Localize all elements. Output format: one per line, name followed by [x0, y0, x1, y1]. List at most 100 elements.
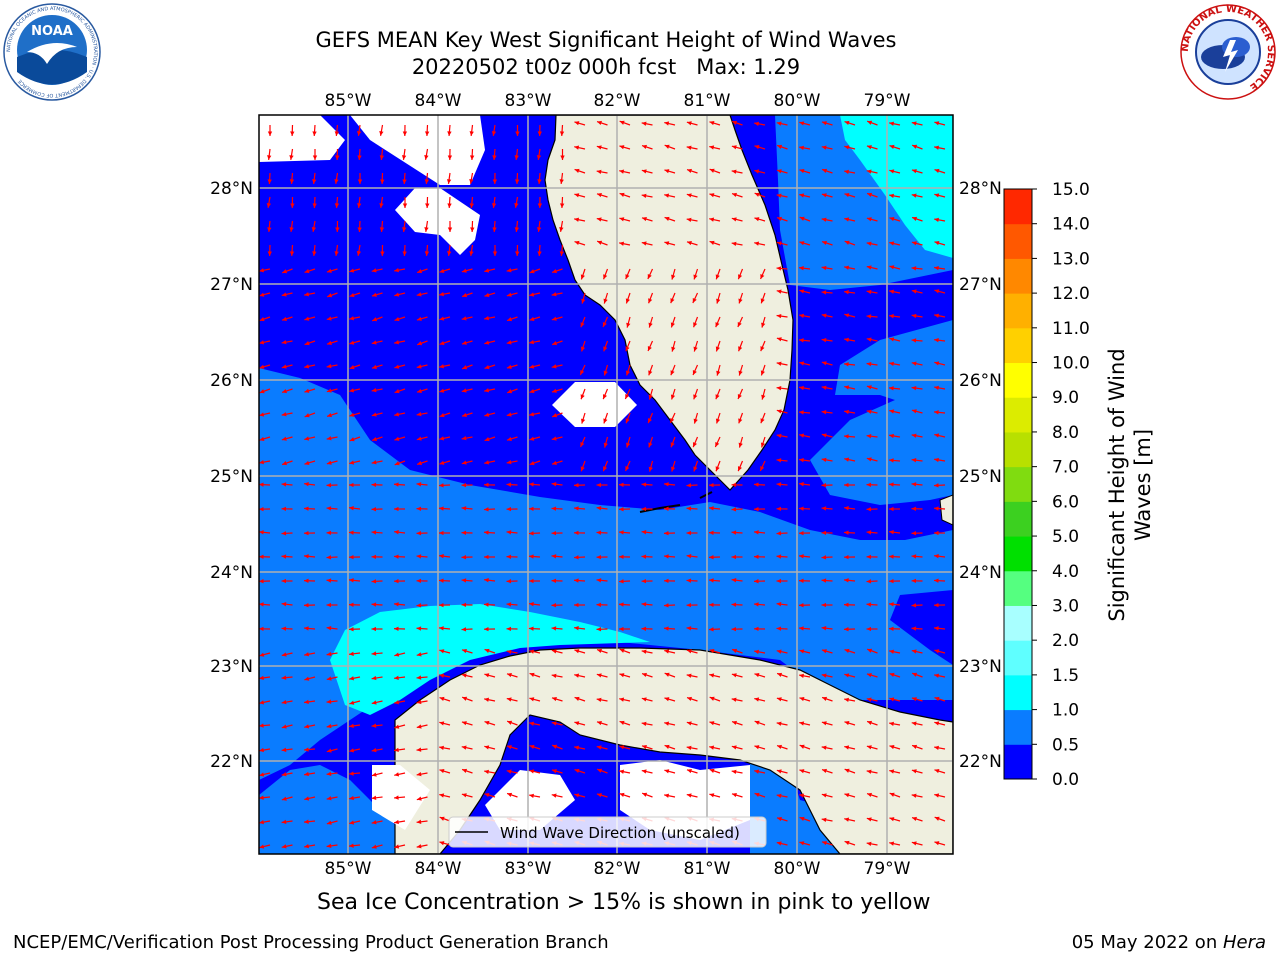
- wind-wave-arrow-head: [776, 193, 782, 198]
- wind-wave-arrow-head: [402, 203, 408, 208]
- wind-wave-arrow-head: [911, 506, 917, 511]
- wind-wave-arrow-head: [371, 772, 377, 777]
- wind-wave-arrow-head: [866, 482, 872, 487]
- wind-wave-arrow-head: [506, 626, 512, 632]
- wind-wave-arrow-head: [326, 363, 332, 369]
- wind-wave-arrow-head: [326, 796, 332, 801]
- wind-wave-arrow-head: [648, 370, 653, 376]
- wind-wave-arrow-head: [693, 346, 698, 352]
- map-gridlines: [259, 115, 953, 854]
- wind-wave-arrow-head: [686, 649, 692, 654]
- wind-wave-arrow-head: [716, 298, 721, 304]
- wind-wave-arrow-head: [934, 433, 940, 438]
- footer-left: NCEP/EMC/Verification Post Processing Pr…: [13, 932, 609, 953]
- wind-wave-arrow-head: [416, 482, 422, 487]
- wind-wave-arrow-head: [469, 203, 474, 208]
- wind-wave-arrow-head: [304, 652, 310, 657]
- colorbar-tick-label: 12.0: [1052, 284, 1090, 304]
- wind-wave-arrow-head: [934, 602, 939, 608]
- nws-logo: NATIONAL WEATHER SERVICE: [1180, 4, 1276, 100]
- wind-wave-arrow-head: [844, 602, 849, 607]
- wind-wave-arrow-head: [761, 394, 766, 400]
- wind-wave-arrow-head: [934, 410, 939, 415]
- wind-wave-arrow-head: [799, 433, 805, 438]
- wind-wave-arrow-head: [821, 217, 827, 222]
- wind-wave-arrow-head: [515, 131, 520, 136]
- wind-wave-arrow-head: [259, 795, 264, 800]
- colorbar-segment: [1004, 431, 1032, 468]
- wind-wave-arrow-head: [821, 457, 827, 463]
- wind-wave-arrow-head: [709, 745, 715, 750]
- wind-wave-arrow-head: [866, 841, 872, 847]
- wind-wave-arrow-head: [326, 699, 332, 704]
- wind-wave-arrow-head: [439, 364, 445, 369]
- wind-wave-arrow-head: [776, 602, 782, 607]
- wind-wave-arrow-head: [596, 217, 602, 222]
- wind-wave-arrow-head: [715, 274, 720, 280]
- wind-wave-arrow-head: [799, 530, 804, 536]
- wind-wave-arrow-head: [867, 720, 873, 725]
- wind-wave-arrow-head: [326, 843, 332, 849]
- wind-wave-arrow-head: [349, 554, 354, 560]
- wind-wave-arrow-head: [716, 370, 721, 376]
- wind-wave-arrow-head: [326, 748, 332, 753]
- wind-wave-arrow-head: [670, 370, 675, 376]
- wind-wave-arrow-head: [776, 169, 782, 174]
- wind-wave-arrow-head: [799, 721, 805, 726]
- wind-wave-arrow-head: [304, 413, 310, 418]
- wind-wave-arrow-head: [327, 412, 332, 418]
- wind-wave-arrow-head: [281, 699, 287, 705]
- wind-wave-arrow-head: [416, 292, 422, 297]
- wind-wave-arrow-head: [356, 251, 362, 256]
- colorbar-tick-label: 6.0: [1052, 492, 1079, 512]
- wind-wave-arrow-head: [281, 292, 287, 297]
- wind-wave-arrow-head: [356, 131, 362, 136]
- wind-wave-arrow-head: [934, 457, 939, 463]
- wind-wave-arrow-head: [551, 769, 557, 774]
- wind-wave-arrow-head: [596, 673, 602, 678]
- wind-wave-arrow-head: [731, 530, 737, 535]
- wind-wave-arrow-head: [776, 386, 782, 391]
- wind-wave-arrow-head: [461, 673, 467, 678]
- wind-wave-arrow-head: [416, 388, 422, 393]
- wind-wave-arrow-head: [889, 482, 894, 487]
- wind-wave-arrow-head: [911, 626, 917, 631]
- colorbar-label: Waves [m]: [1131, 429, 1155, 541]
- wind-wave-arrow-head: [738, 418, 743, 424]
- wind-wave-arrow-head: [866, 217, 872, 222]
- wind-wave-arrow-head: [394, 340, 400, 345]
- wind-wave-arrow-head: [715, 322, 720, 328]
- wind-wave-arrow-head: [754, 602, 759, 607]
- wind-wave-arrow-head: [334, 251, 339, 256]
- wind-wave-arrow-head: [889, 193, 894, 199]
- wind-wave-arrow-head: [371, 747, 377, 753]
- wind-wave-arrow-head: [484, 697, 490, 702]
- wind-wave-arrow-head: [416, 819, 422, 824]
- wind-wave-arrow-head: [709, 217, 715, 222]
- wind-wave-arrow-head: [934, 554, 939, 559]
- wind-wave-arrow-head: [844, 648, 850, 654]
- wind-wave-arrow-head: [371, 579, 377, 584]
- wind-wave-arrow-head: [844, 290, 849, 295]
- wind-wave-arrow-head: [934, 338, 939, 343]
- wind-wave-arrow-head: [574, 745, 580, 750]
- wind-wave-arrow-head: [670, 417, 675, 423]
- wind-wave-arrow-head: [709, 721, 715, 726]
- wind-wave-arrow-head: [731, 745, 737, 750]
- wind-wave-arrow-head: [304, 699, 309, 705]
- wind-wave-arrow-head: [259, 626, 264, 632]
- wind-wave-arrow-head: [416, 626, 422, 631]
- wind-wave-arrow-head: [844, 627, 849, 632]
- wind-wave-arrow-head: [889, 386, 894, 391]
- wave-zone-0.5-1.0-southwest: [259, 765, 430, 854]
- wind-wave-arrow-head: [371, 268, 377, 273]
- wind-wave-arrow-head: [439, 721, 445, 726]
- colorbar: [1003, 188, 1033, 780]
- wind-wave-arrow-head: [866, 626, 872, 632]
- wind-wave-arrow-head: [371, 602, 377, 607]
- wind-wave-arrow-head: [709, 578, 714, 583]
- wind-wave-arrow-head: [754, 769, 760, 774]
- wind-wave-arrow-head: [596, 793, 602, 798]
- wind-wave-arrow-head: [866, 697, 872, 702]
- wind-wave-arrow-head: [402, 227, 407, 232]
